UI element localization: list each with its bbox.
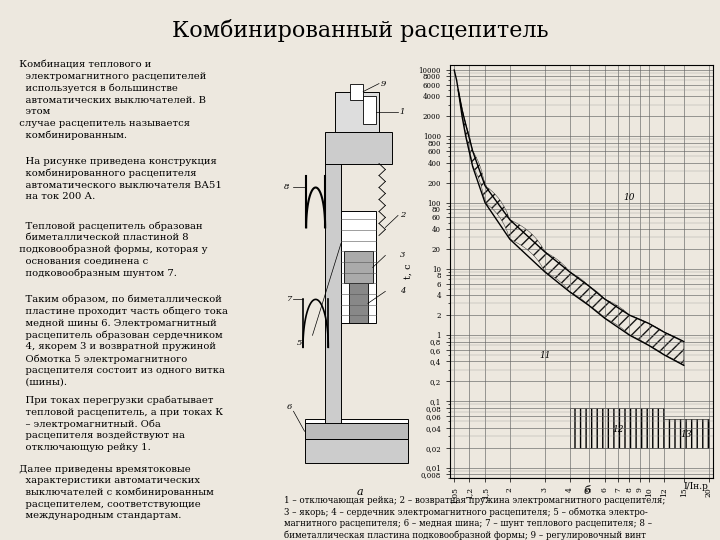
Text: На рисунке приведена конструкция
    комбинированного расцепителя
    автоматиче: На рисунке приведена конструкция комбини…: [13, 157, 222, 201]
Text: 4: 4: [400, 287, 405, 295]
Bar: [344, 252, 373, 284]
Bar: [325, 152, 341, 439]
Text: 13: 13: [681, 430, 693, 438]
Text: Комбинация теплового и
    электромагнитного расцепителей
    используется в бол: Комбинация теплового и электромагнитного…: [13, 61, 207, 140]
Text: а: а: [356, 487, 364, 497]
Text: 9: 9: [381, 79, 386, 87]
Bar: [349, 284, 368, 323]
Text: 3: 3: [400, 252, 405, 259]
Text: При токах перегрузки срабатывает
    тепловой расцепитель, а при токах К
    – э: При токах перегрузки срабатывает теплово…: [13, 396, 223, 452]
Text: б: б: [583, 486, 590, 496]
Text: 2: 2: [400, 212, 405, 219]
Bar: [305, 439, 408, 463]
Text: Далее приведены времятоковые
    характеристики автоматических
    выключателей : Далее приведены времятоковые характерист…: [13, 464, 214, 520]
Text: I/Iн.р: I/Iн.р: [684, 482, 708, 491]
Bar: [325, 132, 392, 164]
Y-axis label: t, c: t, c: [404, 264, 413, 279]
Text: Комбинированный расцепитель: Комбинированный расцепитель: [172, 19, 548, 42]
Bar: [305, 423, 408, 439]
Text: 8: 8: [284, 184, 289, 192]
Text: 6: 6: [287, 403, 292, 411]
Text: 1 – отключающая рейка; 2 – возвратная пружина электромагнитного расцепителя;
3 –: 1 – отключающая рейка; 2 – возвратная пр…: [284, 496, 666, 540]
Text: Таким образом, по биметаллической
    пластине проходит часть общего тока
    ме: Таким образом, по биметаллической пласти…: [13, 295, 228, 387]
Text: 1: 1: [400, 107, 405, 116]
Text: 7: 7: [287, 295, 292, 303]
Text: 12: 12: [612, 425, 624, 434]
Bar: [341, 212, 376, 323]
Bar: [351, 84, 363, 99]
Bar: [363, 96, 376, 124]
Bar: [305, 419, 408, 439]
Bar: [335, 92, 379, 132]
Text: 10: 10: [624, 193, 635, 202]
Text: Тепловой расцепитель образован
    биметаллической пластиной 8
  подковообразной: Тепловой расцепитель образован биметалли…: [13, 221, 207, 278]
Text: 11: 11: [539, 350, 551, 360]
Text: 5: 5: [297, 339, 302, 347]
